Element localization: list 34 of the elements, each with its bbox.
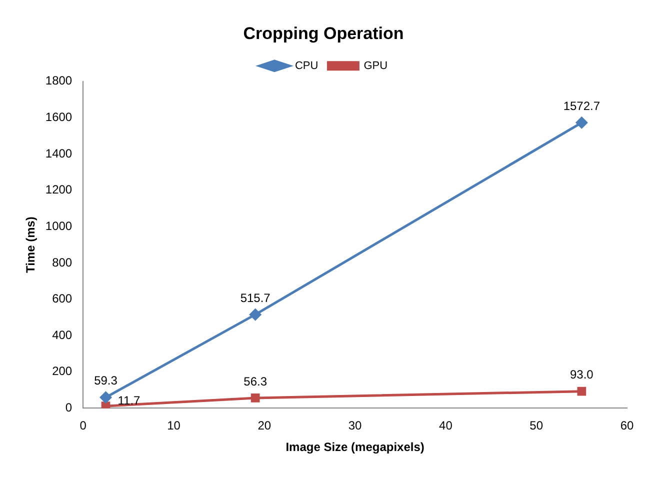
chart-title: Cropping Operation [243, 24, 404, 43]
x-axis-title: Image Size (megapixels) [286, 440, 424, 454]
y-tick-label: 1600 [45, 110, 72, 124]
y-tick-label: 1200 [45, 182, 72, 197]
data-label: 515.7 [240, 290, 271, 305]
point [101, 402, 110, 408]
point [100, 392, 112, 404]
x-tick-label: 30 [348, 418, 362, 433]
data-label: 56.3 [244, 374, 268, 388]
x-tick-label: 60 [620, 418, 634, 433]
data-label: 11.7 [118, 393, 141, 408]
y-tick-label: 0 [65, 400, 72, 415]
point [577, 386, 586, 396]
x-tick-label: 50 [530, 418, 544, 433]
y-axis-title: Time (ms) [24, 216, 38, 274]
data-label: 93.0 [570, 368, 594, 382]
y-tick-label: 800 [52, 255, 72, 270]
x-tick-label: 40 [439, 418, 453, 433]
point [250, 308, 262, 320]
y-tick-label: 400 [52, 328, 72, 342]
data-label: 59.3 [94, 374, 118, 388]
legend-label: GPU [364, 60, 388, 72]
x-tick-label: 20 [258, 418, 272, 433]
y-tick-label: 200 [52, 364, 72, 378]
y-tick-label: 600 [52, 292, 72, 306]
legend-label: CPU [294, 60, 318, 72]
y-tick-label: 1400 [45, 146, 72, 160]
point [250, 394, 260, 402]
x-tick-label: 0 [80, 418, 87, 433]
x-tick-label: 10 [167, 418, 181, 433]
data-label: 1572.7 [563, 98, 600, 113]
y-tick-label: 1800 [45, 74, 72, 88]
y-tick-label: 1000 [45, 218, 72, 233]
point [576, 116, 588, 128]
